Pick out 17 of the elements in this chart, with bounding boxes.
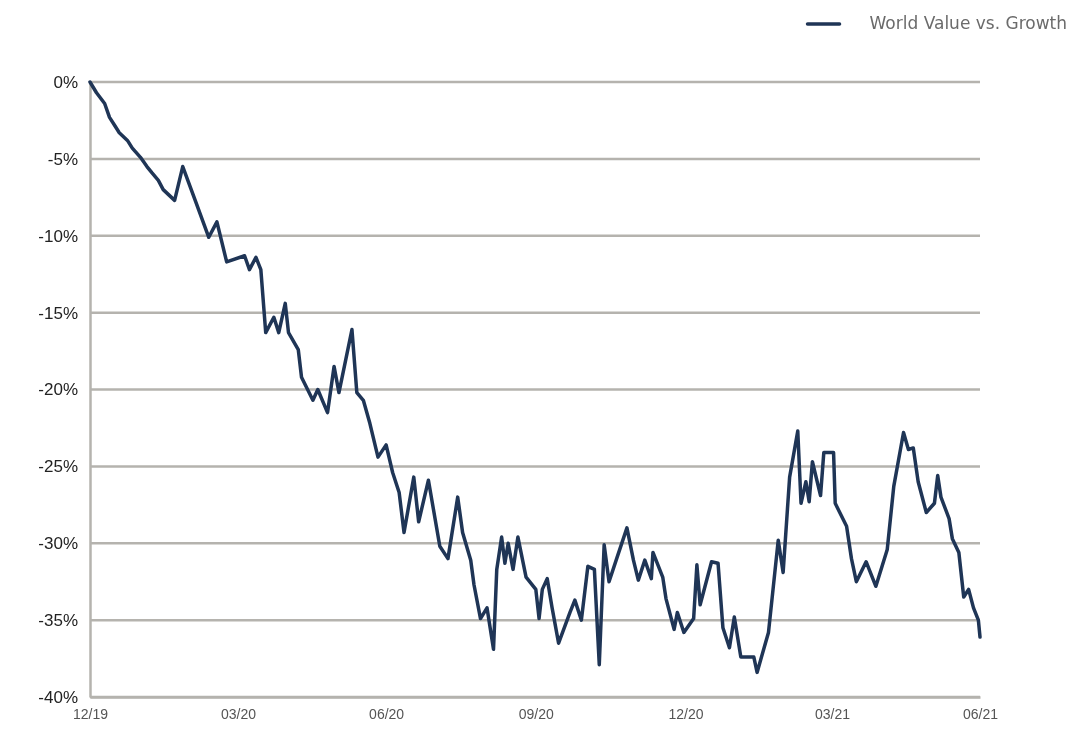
- x-tick-label: 09/20: [518, 705, 555, 722]
- y-tick-label: -20%: [38, 380, 78, 400]
- x-tick-label: 12/19: [72, 705, 109, 722]
- y-tick-label: -25%: [38, 457, 78, 477]
- x-tick-label: 03/21: [814, 705, 851, 722]
- y-tick-label: -10%: [38, 226, 78, 246]
- y-tick-label: -30%: [38, 534, 78, 554]
- y-tick-label: -15%: [38, 303, 78, 323]
- y-tick-label: -40%: [38, 687, 78, 707]
- x-tick-label: 03/20: [221, 705, 257, 722]
- y-tick-label: 0%: [53, 72, 78, 92]
- legend-label: World Value vs. Growth: [869, 13, 1067, 33]
- y-tick-label: -35%: [38, 611, 78, 631]
- x-tick-label: 12/20: [668, 705, 704, 722]
- x-tick-label: 06/20: [369, 705, 405, 722]
- y-tick-label: -5%: [47, 149, 78, 169]
- x-tick-label: 06/21: [962, 705, 999, 722]
